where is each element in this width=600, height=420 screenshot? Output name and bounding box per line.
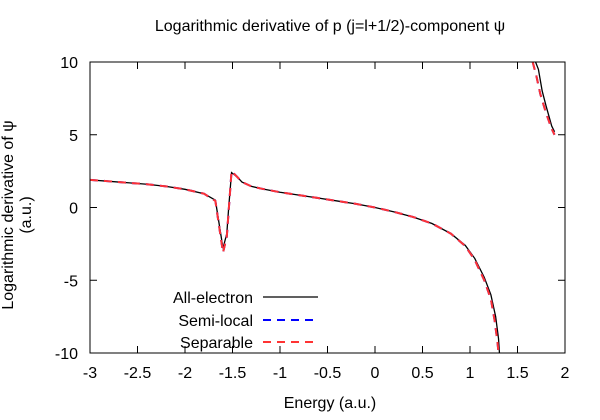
x-tick-label: 1.5 [506,365,528,382]
x-tick-label: -1 [273,365,287,382]
legend-label: All-electron [173,290,253,307]
legend-label: Separable [180,335,253,352]
y-tick-label: -10 [55,346,78,363]
x-tick-label: 0.5 [411,365,433,382]
series-line-separable-segment-0 [90,168,500,353]
y-tick-label: 0 [69,201,78,218]
series-line-separable-segment-1 [531,62,556,136]
series-line-all-electron-segment-1 [534,62,556,133]
y-tick-label: 10 [60,55,78,72]
chart-title: Logarithmic derivative of p (j=l+1/2)-co… [154,18,506,35]
y-tick-label: -5 [64,273,78,290]
x-tick-label: 0 [371,365,380,382]
y-tick-label: 5 [69,128,78,145]
x-tick-label: -3 [83,365,97,382]
series-line-semi-local-segment-0 [90,168,500,353]
x-tick-label: 1 [466,365,475,382]
axes-layer: -3 -2.5 -2 -1.5 -1 -0.5 0 0.5 1 1.5 2 10 5 0 -5 -10 [55,55,570,382]
series-layer [90,62,556,353]
x-tick-label: -2.5 [124,365,152,382]
x-tick-label: -1.5 [219,365,247,382]
x-tick-label: 2 [561,365,570,382]
series-line-all-electron-segment-0 [90,171,501,353]
legend: All-electron Semi-local Separable [173,290,318,352]
legend-label: Semi-local [178,313,253,330]
x-tick-label: -2 [178,365,192,382]
x-tick-label: -0.5 [314,365,342,382]
x-axis-label: Energy (a.u.) [283,395,377,412]
